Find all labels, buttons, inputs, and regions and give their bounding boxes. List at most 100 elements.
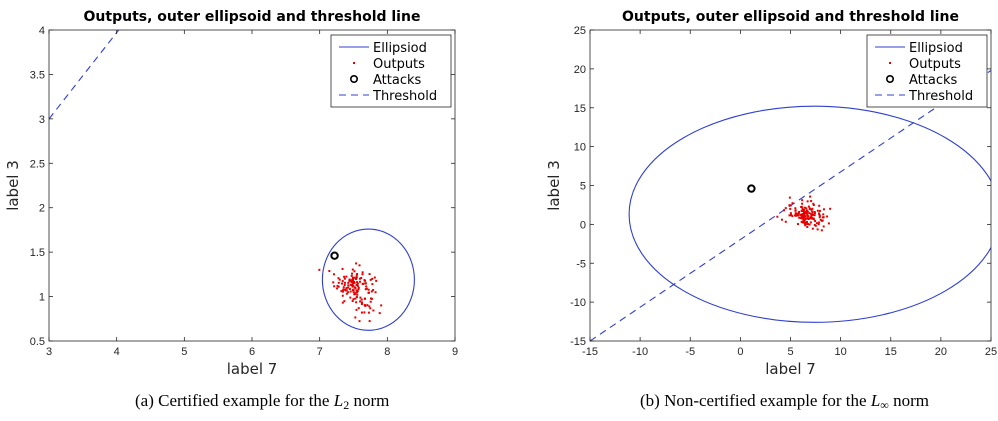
output-point: [347, 291, 350, 294]
output-point: [821, 219, 824, 222]
output-point: [801, 217, 804, 220]
output-point: [348, 280, 351, 283]
chart-b: -15 -10 -5 0 5 10 15 20 25 -15 -10 -5 0 5 10 15 20 25 Outp…: [545, 9, 997, 378]
output-point: [353, 281, 356, 284]
output-point: [356, 290, 359, 293]
x-tick-label: 0: [737, 346, 743, 358]
ellipsoid: [321, 228, 415, 331]
output-point: [355, 262, 358, 265]
output-point: [805, 207, 808, 210]
output-point: [368, 291, 371, 294]
output-point: [375, 279, 378, 282]
output-point: [349, 290, 352, 293]
output-point: [802, 214, 805, 217]
output-point: [354, 297, 357, 300]
output-point: [818, 214, 821, 217]
output-point: [368, 320, 371, 323]
x-tick-label: 6: [249, 346, 255, 358]
output-point: [356, 293, 359, 296]
output-point: [818, 213, 821, 216]
output-point: [341, 267, 344, 270]
output-point: [343, 300, 346, 303]
output-point: [351, 300, 354, 303]
y-tick-label: 3: [39, 114, 45, 126]
attack-marker: [330, 251, 339, 260]
output-point: [810, 217, 813, 220]
output-point: [804, 224, 807, 227]
output-point: [341, 290, 344, 293]
output-point: [808, 212, 811, 215]
output-point: [806, 210, 809, 213]
legend-outputs-swatch: [353, 62, 355, 64]
y-tick-label: 5: [580, 181, 586, 193]
output-point: [816, 209, 819, 212]
output-point: [360, 276, 363, 279]
output-point: [351, 285, 354, 288]
output-point: [820, 229, 823, 232]
x-tick-label: 8: [384, 346, 390, 358]
output-point: [352, 289, 355, 292]
output-point: [812, 204, 815, 207]
y-tick-label: 4: [39, 25, 45, 37]
output-point: [813, 212, 816, 215]
output-point: [367, 288, 370, 291]
output-point: [804, 215, 807, 218]
output-point: [370, 297, 373, 300]
output-point: [360, 311, 363, 314]
output-point: [348, 288, 351, 291]
output-point: [355, 308, 358, 311]
output-point: [809, 195, 812, 198]
output-point: [794, 212, 797, 215]
legend-attacks-swatch: [885, 75, 894, 84]
output-point: [361, 273, 364, 276]
x-tick-label: 10: [835, 346, 847, 358]
output-point: [367, 311, 370, 314]
output-point: [811, 207, 814, 210]
output-point: [791, 202, 794, 205]
output-point: [801, 220, 804, 223]
output-point: [353, 270, 356, 273]
output-point: [356, 282, 359, 285]
output-point: [818, 204, 821, 207]
output-point: [804, 223, 807, 226]
output-point: [814, 224, 817, 227]
output-point: [822, 216, 825, 219]
output-point: [343, 275, 346, 278]
output-point: [345, 275, 348, 278]
caption-a: (a) Certified example for the L2 norm: [135, 391, 390, 412]
output-point: [365, 287, 368, 290]
threshold-line: [49, 30, 120, 120]
output-point: [363, 311, 366, 314]
output-point: [812, 218, 815, 221]
output-point: [799, 213, 802, 216]
output-point: [783, 209, 786, 212]
caption-b: (b) Non-certified example for the L∞ nor…: [640, 391, 929, 412]
output-point: [354, 316, 357, 319]
output-point: [337, 285, 340, 288]
x-tick-label: -5: [685, 346, 695, 358]
output-point: [784, 207, 787, 210]
output-point: [343, 281, 346, 284]
output-point: [811, 227, 814, 230]
output-point: [336, 284, 339, 287]
y-tick-label: -10: [570, 297, 586, 309]
output-point: [351, 283, 354, 286]
output-point: [368, 273, 371, 276]
y-tick-label: 15: [574, 103, 586, 115]
output-point: [797, 212, 800, 215]
output-point: [817, 223, 820, 226]
output-point: [822, 213, 825, 216]
output-point: [338, 278, 341, 281]
output-point: [794, 214, 797, 217]
output-point: [806, 226, 809, 229]
y-tick-label: -5: [576, 258, 586, 270]
output-point: [369, 307, 372, 310]
output-point: [803, 214, 806, 217]
output-point: [352, 277, 355, 280]
output-point: [794, 209, 797, 212]
output-point: [352, 291, 355, 294]
output-point: [352, 298, 355, 301]
output-point: [348, 278, 351, 281]
output-point: [800, 209, 803, 212]
output-point: [345, 292, 348, 295]
